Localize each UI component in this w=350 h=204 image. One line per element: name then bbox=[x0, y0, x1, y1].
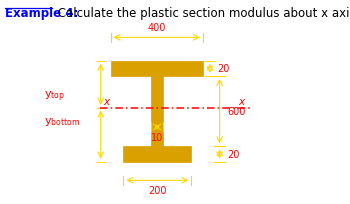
Text: Calculate the plastic section modulus about x axis.: Calculate the plastic section modulus ab… bbox=[54, 7, 350, 19]
Text: y$_{\mathrm{top}}$: y$_{\mathrm{top}}$ bbox=[44, 89, 65, 103]
Text: 10: 10 bbox=[151, 132, 163, 142]
Bar bbox=[151, 77, 163, 147]
Text: x: x bbox=[239, 97, 245, 107]
Bar bbox=[124, 147, 191, 162]
Text: y$_{\mathrm{bottom}}$: y$_{\mathrm{bottom}}$ bbox=[44, 115, 80, 127]
Text: 20: 20 bbox=[218, 64, 230, 74]
Bar bbox=[111, 61, 203, 77]
Text: Example 4:: Example 4: bbox=[5, 7, 79, 19]
Text: 200: 200 bbox=[148, 185, 167, 195]
Text: 600: 600 bbox=[227, 107, 246, 117]
Text: x: x bbox=[104, 97, 110, 107]
Text: 20: 20 bbox=[227, 149, 240, 159]
Text: 400: 400 bbox=[147, 23, 166, 33]
